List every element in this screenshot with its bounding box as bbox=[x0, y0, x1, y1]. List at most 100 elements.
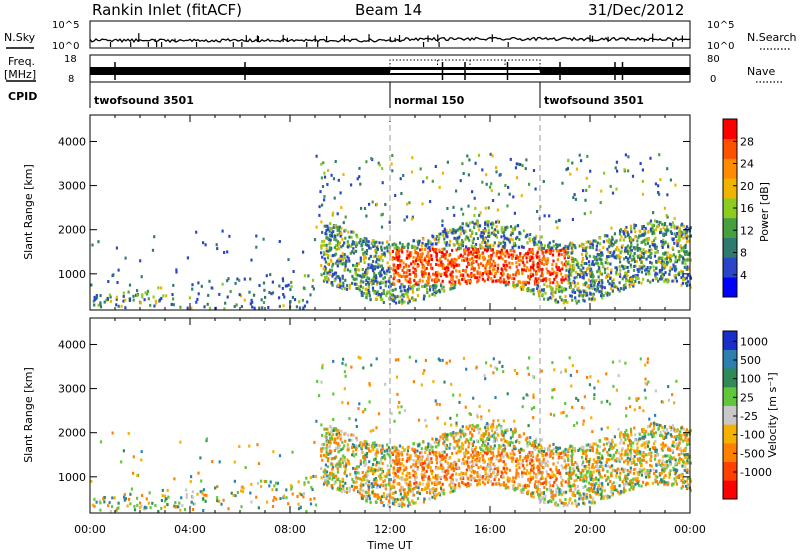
echo-cell bbox=[390, 162, 393, 166]
echo-cell bbox=[524, 167, 527, 171]
echo-cell bbox=[631, 258, 634, 262]
echo-cell bbox=[684, 246, 687, 250]
echo-cell bbox=[646, 266, 649, 269]
echo-cell bbox=[487, 273, 490, 277]
echo-cell bbox=[572, 196, 575, 200]
echo-cell bbox=[584, 271, 587, 275]
echo-cell bbox=[414, 298, 417, 302]
echo-cell bbox=[321, 203, 324, 207]
echo-cell bbox=[548, 245, 551, 249]
echo-cell bbox=[552, 249, 555, 253]
echo-cell bbox=[487, 434, 490, 438]
echo-cell bbox=[426, 490, 429, 494]
echo-cell bbox=[113, 496, 116, 500]
echo-cell bbox=[526, 233, 529, 237]
echo-cell bbox=[334, 438, 337, 442]
echo-cell bbox=[586, 285, 589, 289]
echo-cell bbox=[354, 471, 357, 475]
echo-cell bbox=[399, 263, 402, 267]
echo-cell bbox=[573, 244, 576, 248]
echo-cell bbox=[303, 274, 306, 278]
echo-cell bbox=[486, 245, 489, 249]
echo-cell bbox=[408, 298, 411, 301]
echo-cell bbox=[686, 468, 689, 472]
echo-cell bbox=[336, 212, 339, 216]
echo-cell bbox=[479, 211, 482, 215]
echo-cell bbox=[355, 273, 358, 277]
echo-cell bbox=[412, 266, 415, 270]
echo-cell bbox=[486, 270, 489, 274]
echo-cell bbox=[664, 228, 667, 232]
echo-cell bbox=[434, 271, 438, 275]
echo-cell bbox=[380, 467, 383, 471]
echo-cell bbox=[482, 440, 485, 444]
echo-cell bbox=[580, 159, 583, 163]
y-tick-label: 3000 bbox=[58, 180, 86, 193]
echo-cell bbox=[323, 257, 326, 261]
echo-cell bbox=[530, 454, 533, 457]
echo-cell bbox=[667, 228, 670, 232]
echo-cell bbox=[619, 274, 622, 278]
echo-cell bbox=[175, 270, 178, 274]
echo-cell bbox=[429, 240, 432, 244]
echo-cell bbox=[676, 242, 679, 246]
echo-cell bbox=[549, 452, 552, 455]
echo-cell bbox=[141, 295, 144, 299]
echo-cell bbox=[407, 488, 411, 492]
echo-cell bbox=[535, 474, 538, 478]
echo-cell bbox=[549, 296, 552, 300]
echo-cell bbox=[495, 252, 498, 255]
echo-cell bbox=[652, 224, 655, 228]
echo-cell bbox=[542, 254, 545, 258]
echo-cell bbox=[328, 272, 331, 276]
echo-cell bbox=[474, 255, 477, 259]
echo-cell bbox=[392, 268, 395, 272]
echo-cell bbox=[639, 257, 642, 261]
echo-cell bbox=[341, 287, 344, 290]
echo-cell bbox=[592, 466, 595, 470]
echo-cell bbox=[122, 294, 125, 298]
echo-cell bbox=[365, 452, 369, 455]
echo-cell bbox=[647, 237, 651, 241]
echo-cell bbox=[654, 439, 657, 443]
echo-cell bbox=[481, 277, 485, 281]
echo-cell bbox=[334, 252, 338, 256]
echo-cell bbox=[582, 258, 585, 262]
echo-cell bbox=[417, 241, 420, 245]
echo-cell bbox=[502, 271, 505, 275]
echo-cell bbox=[654, 271, 657, 275]
echo-cell bbox=[528, 277, 531, 281]
echo-cell bbox=[673, 268, 677, 272]
echo-cell bbox=[629, 277, 632, 281]
echo-cell bbox=[309, 497, 312, 501]
echo-cell bbox=[495, 455, 498, 458]
echo-cell bbox=[460, 446, 463, 450]
echo-cell bbox=[386, 493, 389, 497]
echo-cell bbox=[499, 280, 502, 284]
echo-cell bbox=[379, 274, 382, 278]
echo-cell bbox=[623, 275, 626, 279]
echo-cell bbox=[368, 480, 371, 484]
echo-cell bbox=[506, 237, 509, 241]
echo-cell bbox=[522, 229, 525, 233]
echo-cell bbox=[173, 477, 176, 481]
echo-cell bbox=[370, 279, 373, 283]
echo-cell bbox=[124, 298, 127, 302]
echo-cell bbox=[356, 471, 359, 475]
echo-cell bbox=[330, 246, 333, 250]
echo-cell bbox=[382, 292, 386, 296]
echo-cell bbox=[482, 239, 485, 243]
echo-cell bbox=[258, 306, 261, 310]
echo-cell bbox=[591, 465, 594, 469]
echo-cell bbox=[393, 445, 396, 449]
echo-cell bbox=[523, 467, 526, 471]
echo-cell bbox=[628, 283, 631, 287]
echo-cell bbox=[543, 214, 546, 218]
echo-cell bbox=[598, 270, 601, 274]
echo-cell bbox=[340, 232, 343, 235]
echo-cell bbox=[215, 243, 218, 247]
echo-cell bbox=[583, 212, 586, 216]
echo-cell bbox=[664, 264, 667, 268]
echo-cell bbox=[360, 279, 363, 283]
echo-cell bbox=[556, 244, 559, 247]
